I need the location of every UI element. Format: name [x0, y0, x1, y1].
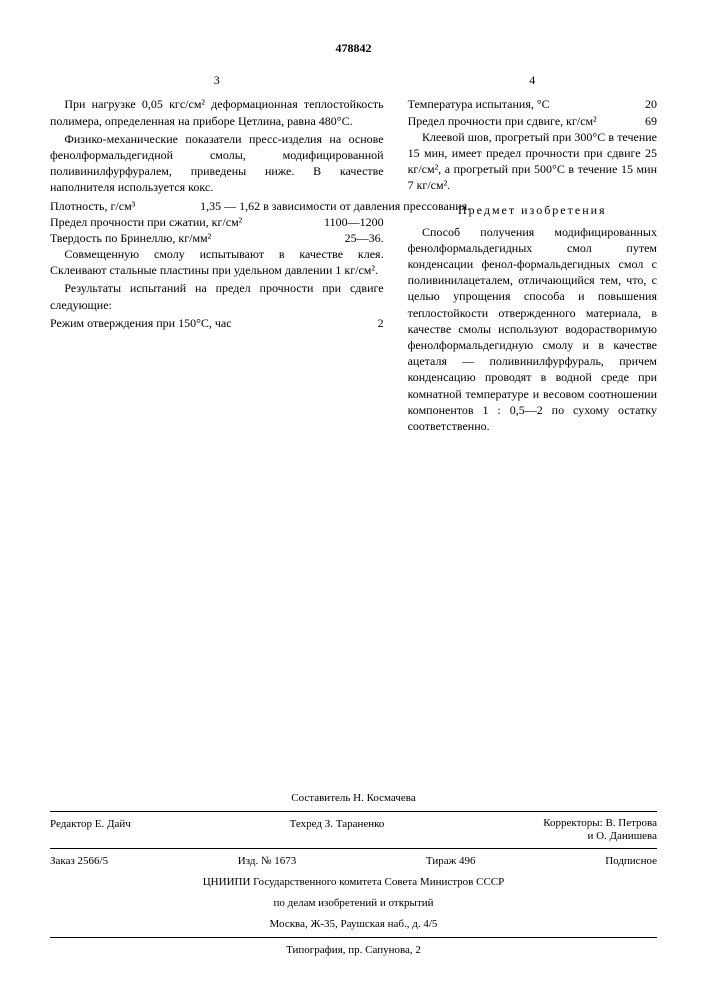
editor: Редактор Е. Дайч: [50, 817, 131, 843]
tirazh: Тираж 496: [426, 854, 476, 869]
property-value: 1100—1200: [318, 214, 384, 230]
footer-row: Редактор Е. Дайч Техред З. Тараненко Кор…: [50, 814, 657, 846]
property-row: Плотность, г/см³ 1,35 — 1,62 в зависимос…: [50, 198, 384, 214]
property-key: Температура испытания, °С: [408, 96, 639, 112]
property-value: 1,35 — 1,62 в зависимости от давления пр…: [194, 198, 383, 214]
org-line: по делам изобретений и открытий: [50, 893, 657, 914]
correctors: Корректоры: В. Петрова и О. Данишева: [543, 817, 657, 843]
compiler: Составитель Н. Космачева: [50, 788, 657, 809]
divider: [50, 811, 657, 812]
text-columns: 3 При нагрузке 0,05 кгс/см² деформационн…: [50, 72, 657, 436]
paragraph: Результаты испытаний на предел прочности…: [50, 280, 384, 312]
col-num-right: 4: [408, 72, 657, 88]
paragraph: Клеевой шов, прогретый при 300°С в течен…: [408, 129, 657, 194]
address: Москва, Ж-35, Раушская наб., д. 4/5: [50, 914, 657, 935]
col-num-left: 3: [50, 72, 384, 88]
property-row: Предел прочности при сдвиге, кг/см² 69: [408, 113, 657, 129]
divider: [50, 937, 657, 938]
spacer: [50, 436, 657, 776]
podpis: Подписное: [605, 854, 657, 869]
order-no: Заказ 2566/5: [50, 854, 108, 869]
footer-row: Заказ 2566/5 Изд. № 1673 Тираж 496 Подпи…: [50, 851, 657, 872]
paragraph: Совмещенную смолу испытывают в качестве …: [50, 246, 384, 278]
paragraph: Способ получения модифицированных фенолф…: [408, 224, 657, 434]
property-key: Режим отверждения при 150°С, час: [50, 315, 372, 331]
divider: [50, 848, 657, 849]
typography: Типография, пр. Сапунова, 2: [50, 940, 657, 961]
right-column: 4 Температура испытания, °С 20 Предел пр…: [408, 72, 657, 436]
corrector-line: Корректоры: В. Петрова: [543, 817, 657, 829]
corrector-line: и О. Данишева: [587, 830, 657, 842]
paragraph: При нагрузке 0,05 кгс/см² деформационная…: [50, 96, 384, 128]
izd-no: Изд. № 1673: [238, 854, 296, 869]
doc-number: 478842: [50, 40, 657, 56]
property-key: Твердость по Бринеллю, кг/мм²: [50, 230, 339, 246]
org-line: ЦНИИПИ Государственного комитета Совета …: [50, 872, 657, 893]
footer: Составитель Н. Космачева Редактор Е. Дай…: [50, 788, 657, 960]
property-key: Предел прочности при сжатии, кг/см²: [50, 214, 318, 230]
property-value: 25—36.: [339, 230, 384, 246]
property-row: Предел прочности при сжатии, кг/см² 1100…: [50, 214, 384, 230]
left-column: 3 При нагрузке 0,05 кгс/см² деформационн…: [50, 72, 384, 436]
property-row: Режим отверждения при 150°С, час 2: [50, 315, 384, 331]
subject-title: Предмет изобретения: [408, 202, 657, 218]
property-value: 2: [372, 315, 384, 331]
techred: Техред З. Тараненко: [290, 817, 385, 843]
property-key: Плотность, г/см³: [50, 198, 194, 214]
property-value: 20: [639, 96, 657, 112]
property-row: Температура испытания, °С 20: [408, 96, 657, 112]
paragraph: Физико-механические показатели пресс-изд…: [50, 131, 384, 196]
property-value: 69: [639, 113, 657, 129]
property-key: Предел прочности при сдвиге, кг/см²: [408, 113, 639, 129]
property-row: Твердость по Бринеллю, кг/мм² 25—36.: [50, 230, 384, 246]
